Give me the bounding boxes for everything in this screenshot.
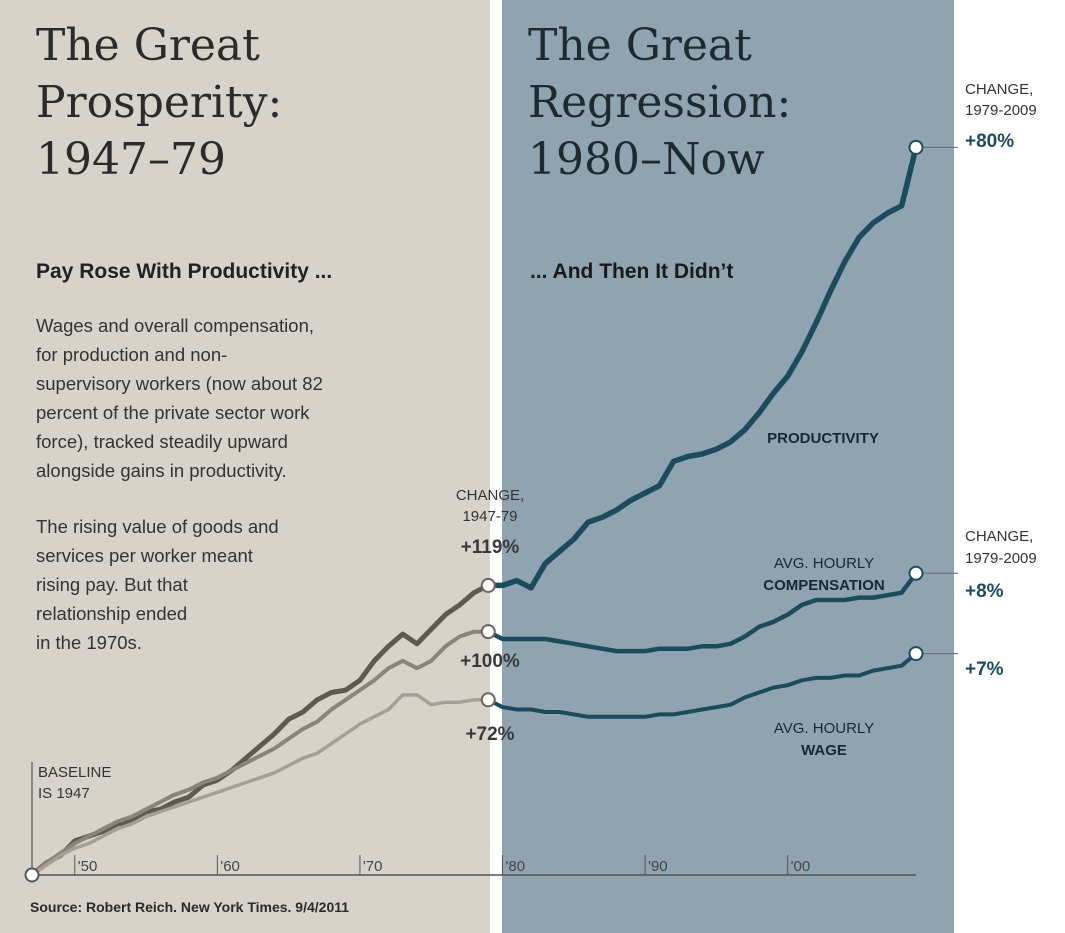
wage-marker-1979	[480, 692, 496, 708]
productivity-marker-2009	[908, 139, 924, 155]
left-title-line: The Great	[36, 20, 260, 71]
margin-background	[954, 0, 1065, 933]
paragraph-line: force), tracked steadily upward	[36, 431, 288, 452]
x-tick-label: '60	[220, 858, 240, 875]
wage-series-label-line: WAGE	[801, 742, 847, 759]
wage-late-change: +7%	[965, 659, 1004, 680]
compensation-early-change: +100%	[460, 651, 520, 672]
productivity-early-change: +119%	[461, 537, 520, 558]
baseline-label-line: BASELINE	[38, 764, 111, 781]
compensation-series-label: AVG. HOURLY COMPENSATION	[763, 555, 884, 594]
x-tick-label: '90	[648, 858, 668, 875]
change-early-label-line: CHANGE,	[456, 487, 524, 504]
paragraph-line: relationship ended	[36, 603, 187, 624]
left-title: The Great Prosperity: 1947–79	[36, 20, 282, 185]
productivity-series-label: PRODUCTIVITY	[767, 430, 879, 447]
source-note: Source: Robert Reich. New York Times. 9/…	[30, 899, 349, 915]
paragraph-line: rising pay. But that	[36, 574, 188, 595]
compensation-line-1947-79	[30, 629, 491, 877]
wage-series-label-line: AVG. HOURLY	[774, 720, 874, 737]
productivity-line-1947-79	[29, 582, 491, 878]
baseline-label-line: IS 1947	[38, 785, 90, 802]
compensation-series-label-line: COMPENSATION	[763, 577, 884, 594]
paragraph-line: supervisory workers (now about 82	[36, 373, 323, 394]
compensation-marker-2009	[908, 565, 924, 581]
compensation-series-label-line: AVG. HOURLY	[774, 555, 874, 572]
right-title-line: Regression:	[528, 77, 791, 128]
right-title-line: 1980–Now	[528, 134, 765, 185]
change-late-label-mid: CHANGE, 1979-2009	[965, 528, 1037, 567]
right-title-line: The Great	[528, 20, 752, 71]
paragraph-line: in the 1970s.	[36, 632, 142, 653]
baseline-label: BASELINE IS 1947	[38, 764, 111, 802]
paragraph-line: alongside gains in productivity.	[36, 460, 287, 481]
right-panel-background	[502, 0, 954, 933]
wage-series-label: AVG. HOURLY WAGE	[774, 720, 874, 759]
change-late-label-line: 1979-2009	[965, 550, 1037, 567]
x-tick-label: '50	[78, 858, 98, 875]
change-early-label-line: 1947-79	[462, 508, 517, 525]
left-panel-background	[0, 0, 490, 933]
paragraph-line: percent of the private sector work	[36, 402, 310, 423]
wage-marker-2009	[908, 646, 924, 662]
paragraph-line: services per worker meant	[36, 545, 253, 566]
paragraph-1: Wages and overall compensation, for prod…	[36, 315, 323, 481]
compensation-late-change: +8%	[965, 581, 1004, 602]
change-late-label-line: CHANGE,	[965, 528, 1033, 545]
change-late-label-top: CHANGE, 1979-2009	[965, 81, 1037, 119]
wage-early-change: +72%	[465, 724, 514, 745]
series-layer	[24, 139, 958, 883]
paragraph-line: The rising value of goods and	[36, 516, 279, 537]
x-tick-label: '80	[506, 858, 526, 875]
change-early-label: CHANGE, 1947-79	[456, 487, 524, 525]
change-late-label-line: CHANGE,	[965, 81, 1033, 98]
panel-divider-gap	[490, 0, 502, 933]
change-late-label-line: 1979-2009	[965, 102, 1037, 119]
compensation-marker-1979	[480, 624, 496, 640]
left-title-line: Prosperity:	[36, 77, 282, 128]
right-subhead: ... And Then It Didn’t	[530, 260, 733, 283]
compensation-line-1979-2009	[486, 571, 919, 654]
paragraph-2: The rising value of goods and services p…	[36, 516, 279, 653]
left-subhead: Pay Rose With Productivity ...	[36, 260, 332, 283]
wage-line-1947-79	[30, 693, 491, 877]
paragraph-line: for production and non-	[36, 344, 227, 365]
productivity-line-1979-2009	[485, 144, 919, 591]
productivity-late-change: +80%	[965, 131, 1014, 152]
x-ticks: '50 '60 '70 '80 '90 '00	[74, 855, 811, 875]
left-title-line: 1947–79	[36, 134, 226, 185]
baseline-origin-marker	[24, 867, 40, 883]
x-tick-label: '70	[363, 858, 383, 875]
right-title: The Great Regression: 1980–Now	[528, 20, 791, 185]
wage-line-1979-2009	[486, 651, 918, 719]
productivity-marker-1979	[480, 577, 496, 593]
paragraph-line: Wages and overall compensation,	[36, 315, 314, 336]
x-tick-label: '00	[791, 858, 811, 875]
